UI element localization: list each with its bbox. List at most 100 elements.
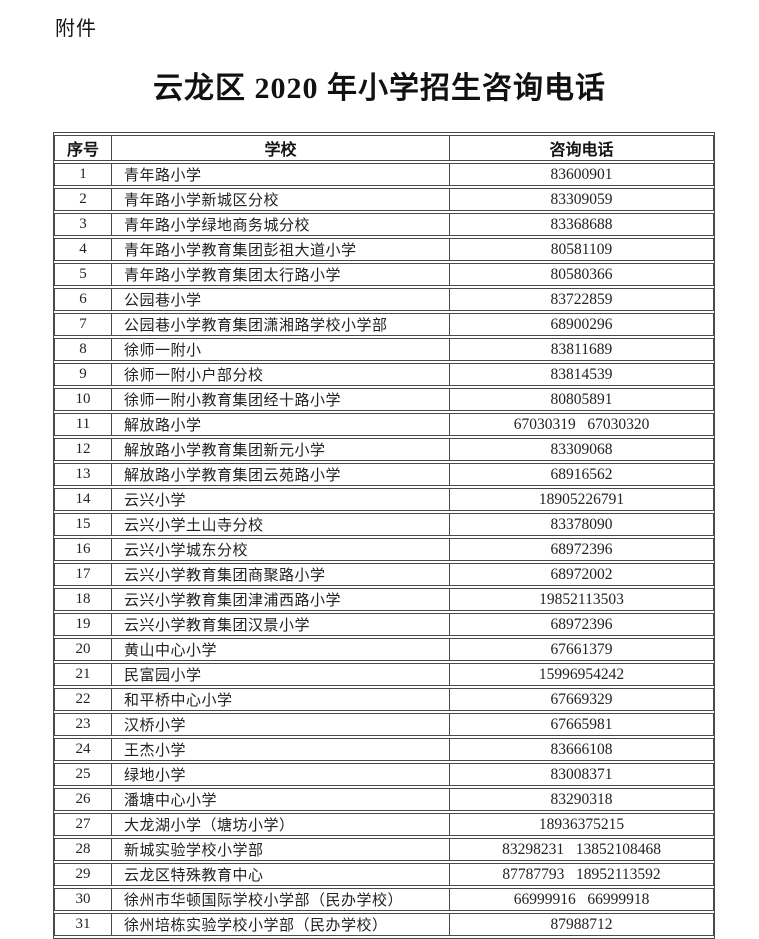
phone-cell: 18905226791 [449, 488, 714, 511]
phone-cell: 83378090 [449, 513, 714, 536]
phone-cell: 68972396 [449, 613, 714, 636]
serial-cell: 9 [54, 363, 111, 386]
serial-cell: 14 [54, 488, 111, 511]
serial-cell: 5 [54, 263, 111, 286]
serial-cell: 6 [54, 288, 111, 311]
serial-cell: 29 [54, 863, 111, 886]
serial-cell: 10 [54, 388, 111, 411]
table-row: 8 徐师一附小 83811689 [54, 338, 714, 361]
school-cell: 黄山中心小学 [111, 638, 449, 661]
phone-cell: 83600901 [449, 163, 714, 186]
phone-cell: 80580366 [449, 263, 714, 286]
school-cell: 公园巷小学 [111, 288, 449, 311]
table-row: 9 徐师一附小户部分校 83814539 [54, 363, 714, 386]
school-cell: 青年路小学教育集团彭祖大道小学 [111, 238, 449, 261]
table-row: 29 云龙区特殊教育中心 87787793 18952113592 [54, 863, 714, 886]
school-cell: 云兴小学 [111, 488, 449, 511]
table-row: 6 公园巷小学 83722859 [54, 288, 714, 311]
table-row: 26 潘塘中心小学 83290318 [54, 788, 714, 811]
phone-cell: 80805891 [449, 388, 714, 411]
school-cell: 徐师一附小教育集团经十路小学 [111, 388, 449, 411]
table-row: 14 云兴小学 18905226791 [54, 488, 714, 511]
phone-cell: 83008371 [449, 763, 714, 786]
school-cell: 云兴小学城东分校 [111, 538, 449, 561]
phone-cell: 87787793 18952113592 [449, 863, 714, 886]
document-page: 附件 云龙区 2020 年小学招生咨询电话 序号 学校 咨询电话 1 青年路小学 8… [0, 12, 759, 939]
serial-cell: 11 [54, 413, 111, 436]
phone-cell: 83722859 [449, 288, 714, 311]
phone-cell: 83368688 [449, 213, 714, 236]
serial-cell: 27 [54, 813, 111, 836]
table-row: 22 和平桥中心小学 67669329 [54, 688, 714, 711]
serial-cell: 31 [54, 913, 111, 936]
school-cell: 解放路小学教育集团新元小学 [111, 438, 449, 461]
table-row: 31 徐州培栋实验学校小学部（民办学校） 87988712 [54, 913, 714, 936]
phone-cell: 83290318 [449, 788, 714, 811]
header-school: 学校 [111, 135, 449, 161]
school-cell: 和平桥中心小学 [111, 688, 449, 711]
serial-cell: 2 [54, 188, 111, 211]
serial-cell: 8 [54, 338, 111, 361]
school-cell: 新城实验学校小学部 [111, 838, 449, 861]
school-cell: 解放路小学 [111, 413, 449, 436]
school-cell: 青年路小学教育集团太行路小学 [111, 263, 449, 286]
table-row: 5 青年路小学教育集团太行路小学 80580366 [54, 263, 714, 286]
phone-cell: 80581109 [449, 238, 714, 261]
serial-cell: 20 [54, 638, 111, 661]
table-header-row: 序号 学校 咨询电话 [54, 135, 714, 161]
serial-cell: 19 [54, 613, 111, 636]
serial-cell: 17 [54, 563, 111, 586]
table-row: 11 解放路小学 67030319 67030320 [54, 413, 714, 436]
school-cell: 云兴小学教育集团汉景小学 [111, 613, 449, 636]
table-row: 3 青年路小学绿地商务城分校 83368688 [54, 213, 714, 236]
table-row: 7 公园巷小学教育集团潇湘路学校小学部 68900296 [54, 313, 714, 336]
attachment-label: 附件 [55, 18, 97, 40]
table-row: 13 解放路小学教育集团云苑路小学 68916562 [54, 463, 714, 486]
phone-cell: 83309068 [449, 438, 714, 461]
phone-cell: 18936375215 [449, 813, 714, 836]
table-row: 17 云兴小学教育集团商聚路小学 68972002 [54, 563, 714, 586]
school-cell: 徐师一附小户部分校 [111, 363, 449, 386]
serial-cell: 13 [54, 463, 111, 486]
table-row: 20 黄山中心小学 67661379 [54, 638, 714, 661]
serial-cell: 7 [54, 313, 111, 336]
phone-cell: 68900296 [449, 313, 714, 336]
table-row: 23 汉桥小学 67665981 [54, 713, 714, 736]
school-cell: 潘塘中心小学 [111, 788, 449, 811]
serial-cell: 21 [54, 663, 111, 686]
school-cell: 徐州培栋实验学校小学部（民办学校） [111, 913, 449, 936]
serial-cell: 24 [54, 738, 111, 761]
serial-cell: 12 [54, 438, 111, 461]
school-cell: 公园巷小学教育集团潇湘路学校小学部 [111, 313, 449, 336]
school-cell: 徐师一附小 [111, 338, 449, 361]
serial-cell: 26 [54, 788, 111, 811]
serial-cell: 3 [54, 213, 111, 236]
phone-cell: 66999916 66999918 [449, 888, 714, 911]
phone-cell: 68972396 [449, 538, 714, 561]
table-row: 4 青年路小学教育集团彭祖大道小学 80581109 [54, 238, 714, 261]
page-title: 云龙区 2020 年小学招生咨询电话 [153, 72, 606, 105]
phone-cell: 67661379 [449, 638, 714, 661]
table-row: 10 徐师一附小教育集团经十路小学 80805891 [54, 388, 714, 411]
school-cell: 云兴小学教育集团商聚路小学 [111, 563, 449, 586]
serial-cell: 4 [54, 238, 111, 261]
table-row: 16 云兴小学城东分校 68972396 [54, 538, 714, 561]
serial-cell: 16 [54, 538, 111, 561]
school-cell: 青年路小学 [111, 163, 449, 186]
serial-cell: 15 [54, 513, 111, 536]
school-cell: 大龙湖小学（塘坊小学） [111, 813, 449, 836]
phone-cell: 19852113503 [449, 588, 714, 611]
table-row: 18 云兴小学教育集团津浦西路小学 19852113503 [54, 588, 714, 611]
school-cell: 青年路小学新城区分校 [111, 188, 449, 211]
school-cell: 汉桥小学 [111, 713, 449, 736]
phone-cell: 83666108 [449, 738, 714, 761]
school-cell: 王杰小学 [111, 738, 449, 761]
phone-cell: 83811689 [449, 338, 714, 361]
serial-cell: 25 [54, 763, 111, 786]
table-row: 15 云兴小学土山寺分校 83378090 [54, 513, 714, 536]
serial-cell: 1 [54, 163, 111, 186]
table-row: 2 青年路小学新城区分校 83309059 [54, 188, 714, 211]
school-cell: 云龙区特殊教育中心 [111, 863, 449, 886]
table-row: 19 云兴小学教育集团汉景小学 68972396 [54, 613, 714, 636]
phone-cell: 83309059 [449, 188, 714, 211]
